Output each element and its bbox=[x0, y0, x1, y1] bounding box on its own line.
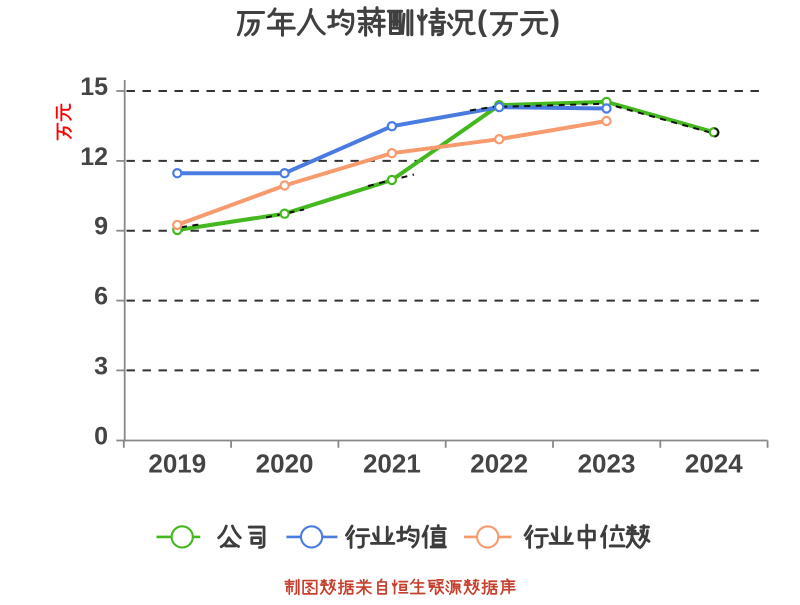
svg-text:2024: 2024 bbox=[685, 449, 743, 479]
svg-text:2020: 2020 bbox=[256, 449, 314, 479]
svg-text:12: 12 bbox=[80, 143, 108, 171]
svg-text:(: ( bbox=[477, 5, 487, 38]
svg-text:2021: 2021 bbox=[363, 449, 421, 479]
svg-text:9: 9 bbox=[94, 213, 108, 241]
svg-text:2023: 2023 bbox=[578, 449, 636, 479]
svg-text:2019: 2019 bbox=[148, 449, 206, 479]
svg-text:6: 6 bbox=[94, 283, 108, 311]
svg-text:15: 15 bbox=[80, 73, 108, 101]
svg-text:3: 3 bbox=[94, 352, 108, 380]
svg-text:2022: 2022 bbox=[470, 449, 528, 479]
svg-text:0: 0 bbox=[94, 422, 108, 450]
svg-text:): ) bbox=[550, 5, 560, 38]
